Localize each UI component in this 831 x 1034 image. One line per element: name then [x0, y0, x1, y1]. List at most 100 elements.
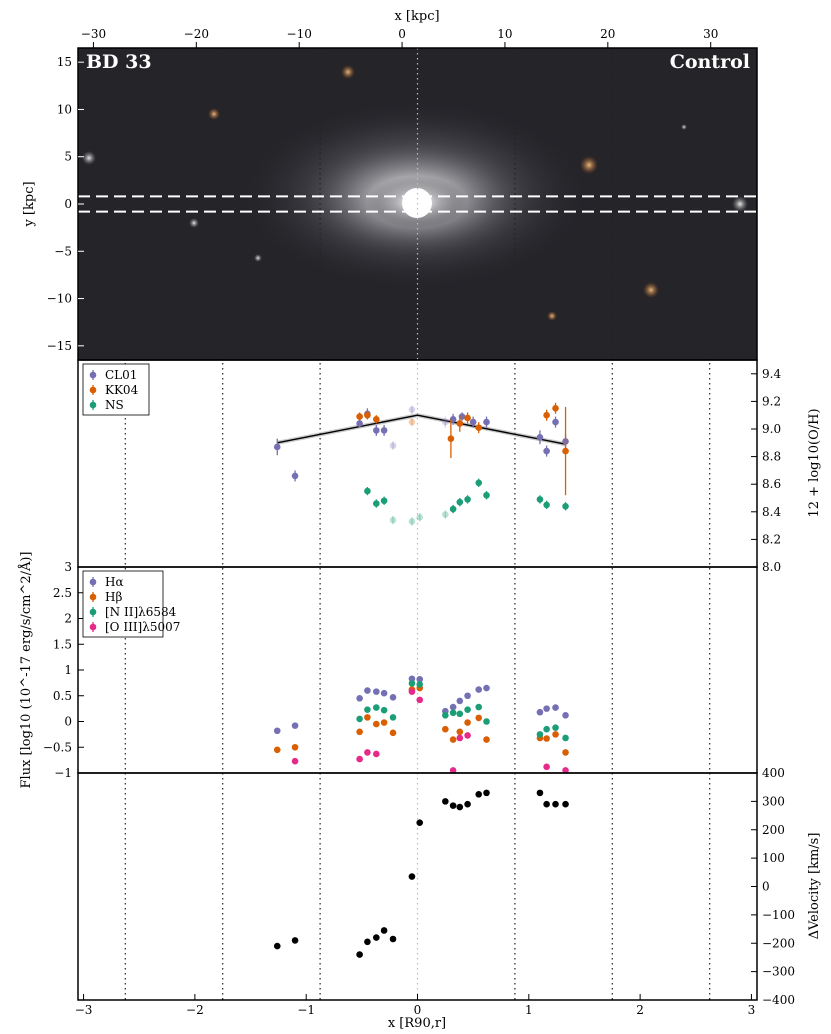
data-point [456, 803, 464, 811]
velocity-tick-label: 300 [762, 794, 785, 808]
flux-tick-label: 2 [64, 612, 72, 626]
fit-line [277, 414, 566, 445]
data-point [552, 800, 559, 808]
data-point [464, 719, 471, 726]
legend-marker [89, 371, 97, 379]
data-point [389, 714, 397, 721]
legend-marker [89, 608, 97, 616]
data-point [543, 735, 550, 742]
data-point [562, 447, 569, 455]
data-point [456, 420, 464, 427]
data-point [389, 516, 397, 524]
top-x-axis-label: x [kpc] [394, 9, 439, 24]
flux-panel-frame [77, 566, 758, 774]
data-point [475, 479, 483, 487]
bottom-x-tick-label: 3 [748, 1003, 756, 1017]
data-point [291, 472, 299, 480]
data-point [483, 789, 490, 797]
data-point [456, 697, 464, 705]
data-point [356, 420, 363, 427]
data-point [447, 435, 455, 442]
data-point [552, 418, 559, 426]
flux-tick-label: −1 [54, 766, 72, 780]
flux-tick-label: 0 [64, 715, 72, 729]
data-point [291, 743, 299, 751]
metallicity-tick-label: 9.0 [762, 422, 781, 436]
data-point [416, 514, 424, 521]
data-point [408, 680, 416, 687]
data-point [273, 727, 281, 735]
data-point [442, 712, 449, 719]
velocity-tick-label: 400 [762, 766, 785, 780]
image-y-tick-label: −10 [47, 292, 72, 306]
data-point [373, 704, 380, 711]
data-point [475, 790, 483, 798]
data-point [449, 709, 457, 717]
metallicity-tick-label: 8.4 [762, 505, 781, 519]
data-point [389, 442, 397, 449]
data-point [273, 942, 281, 950]
data-point [543, 705, 550, 712]
data-point [273, 746, 281, 754]
axis-ticks: −30 −20 −10 0 10 20 30−15−10−50510158.08.28.48… [43, 27, 795, 1017]
data-point [536, 789, 544, 797]
data-point [291, 757, 299, 765]
data-point [380, 927, 388, 934]
data-point [380, 689, 388, 697]
data-point [416, 681, 424, 688]
legend-label: NS [105, 398, 124, 412]
data-point [373, 500, 380, 507]
data-point [456, 728, 464, 736]
top-x-tick-label: 10 [497, 27, 512, 41]
data-point [464, 800, 471, 808]
velocity-axis-label: ΔVelocity [km/s] [807, 833, 822, 940]
flux-plot [273, 675, 569, 773]
data-point [356, 755, 363, 763]
data-point [356, 951, 363, 958]
data-point [442, 798, 449, 805]
metallicity-axis-label: 12 + log10(O/H) [807, 408, 822, 517]
top-x-tick-label: −10 [287, 27, 312, 41]
data-point [456, 498, 464, 506]
legend-label: [N II]λ6584 [105, 605, 177, 619]
data-point [291, 937, 299, 944]
metallicity-tick-label: 8.6 [762, 477, 781, 491]
data-point [373, 416, 380, 423]
velocity-tick-label: −200 [762, 936, 795, 950]
data-point [464, 414, 471, 422]
top-x-tick-label: −20 [184, 27, 209, 41]
data-point [273, 443, 281, 451]
data-point [456, 734, 464, 742]
data-point [475, 686, 483, 693]
data-point [543, 501, 550, 509]
data-point [364, 706, 371, 713]
bottom-x-tick-label: −3 [75, 1003, 93, 1017]
data-point [373, 720, 380, 728]
flux-tick-label: 0.5 [53, 689, 72, 703]
data-point [464, 496, 471, 503]
bottom-x-tick-label: 2 [636, 1003, 644, 1017]
top-x-tick-label: 30 [703, 27, 718, 41]
data-point [449, 505, 457, 513]
bottom-x-axis-label: x [R90,r] [388, 1016, 446, 1031]
data-point [449, 736, 457, 743]
metallicity-tick-label: 8.0 [762, 560, 781, 574]
top-x-tick-label: 20 [600, 27, 615, 41]
flux-tick-label: −0.5 [43, 740, 72, 754]
data-point [543, 447, 550, 455]
data-point [380, 706, 388, 714]
data-point [364, 687, 371, 694]
data-point [364, 487, 371, 495]
data-point [389, 693, 397, 701]
data-point [543, 725, 550, 733]
data-point [464, 732, 471, 739]
velocity-tick-label: 200 [762, 823, 785, 837]
bottom-x-tick-label: −1 [297, 1003, 315, 1017]
legend-box [82, 570, 164, 638]
velocity-tick-label: −400 [762, 993, 795, 1007]
data-point [373, 427, 380, 434]
data-point [543, 800, 550, 808]
flux-tick-label: 1 [64, 663, 72, 677]
data-point [475, 703, 483, 711]
data-point [449, 767, 457, 773]
